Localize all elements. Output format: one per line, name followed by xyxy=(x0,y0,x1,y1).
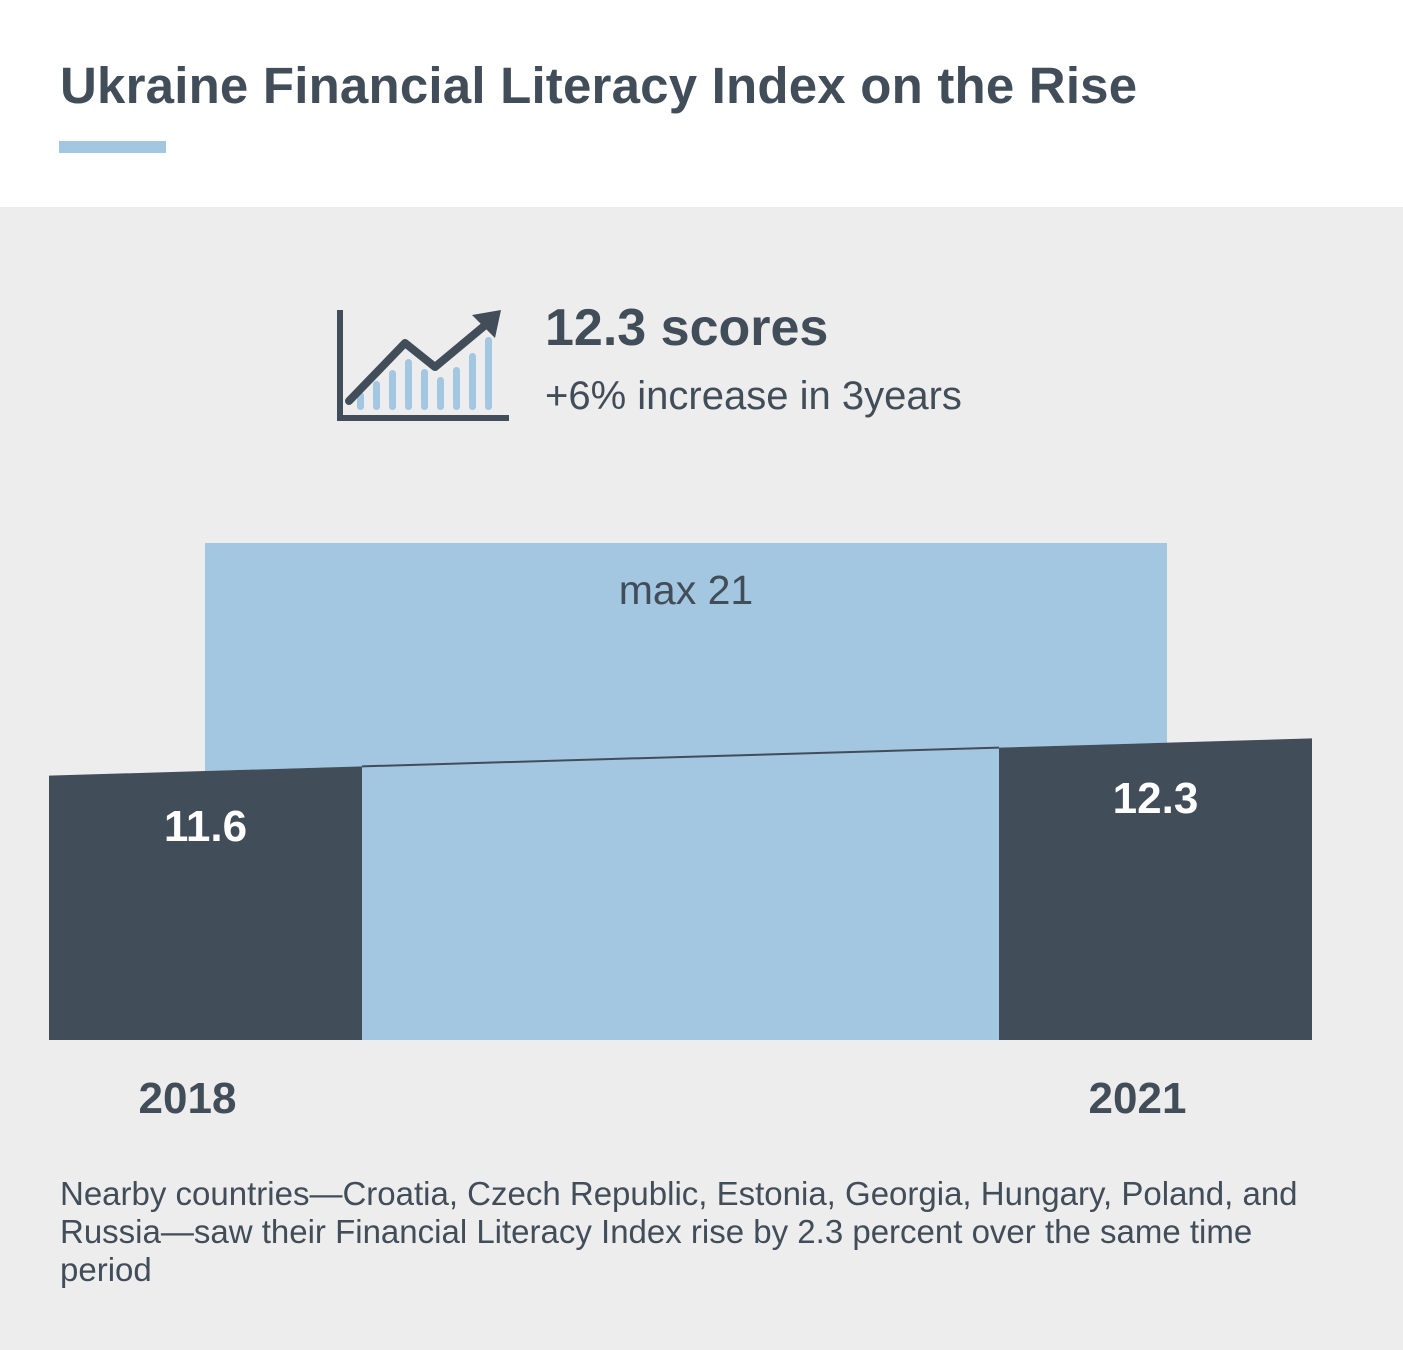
icon-bar xyxy=(421,369,428,410)
trend-line xyxy=(361,746,1000,768)
icon-trend-line xyxy=(345,318,493,405)
footnote: Nearby countries—Croatia, Czech Republic… xyxy=(60,1175,1298,1288)
growth-chart-icon xyxy=(337,310,509,421)
max-band xyxy=(205,543,1167,772)
icon-bar xyxy=(373,381,380,410)
title-underline xyxy=(59,141,166,153)
highlight-subtitle: +6% increase in 3years xyxy=(545,374,962,418)
category-label-2018: 2018 xyxy=(139,1074,237,1123)
icon-bar xyxy=(437,377,444,410)
category-label-2021: 2021 xyxy=(1089,1074,1187,1123)
icon-bar xyxy=(485,337,492,410)
icon-axis xyxy=(337,310,509,421)
highlight-value: 12.3 scores xyxy=(545,299,829,357)
icon-bar xyxy=(405,359,412,410)
growth-area xyxy=(362,747,999,1040)
icon-bar xyxy=(469,353,476,410)
icon-bar xyxy=(389,370,396,410)
icon-bar xyxy=(453,367,460,410)
bar-2021 xyxy=(999,738,1312,1040)
header: Ukraine Financial Literacy Index on the … xyxy=(0,0,1403,207)
max-label: max 21 xyxy=(619,567,753,613)
icon-arrowhead xyxy=(472,310,501,338)
bar-value-label-2018: 11.6 xyxy=(164,802,247,851)
bar-value-label-2021: 12.3 xyxy=(1113,774,1199,823)
bar-2018 xyxy=(49,766,362,1040)
page-title: Ukraine Financial Literacy Index on the … xyxy=(60,57,1138,114)
